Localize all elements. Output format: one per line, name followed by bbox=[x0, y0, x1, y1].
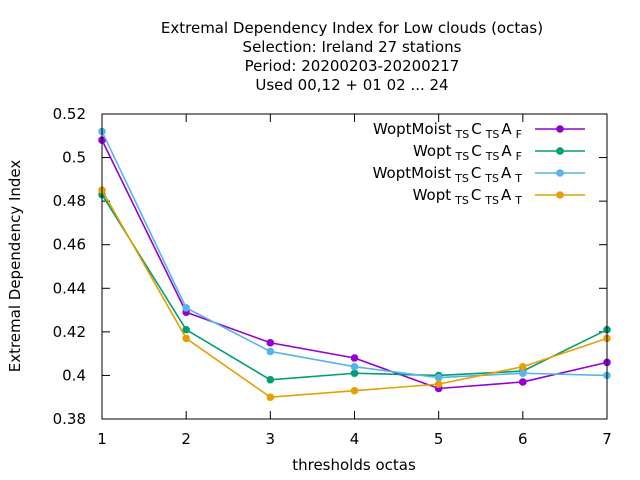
y-tick-label: 0.52 bbox=[53, 105, 86, 123]
axis-ticks: 0.38 0.4 0.42 0.44 0.46 0.48 0.5 0.52 1 2 3 4 5 6 7 bbox=[53, 105, 612, 448]
x-tick-label: 2 bbox=[181, 430, 191, 448]
legend-entry: Wopt TS C TS A T bbox=[413, 186, 585, 207]
legend-label: Wopt TS C TS A F bbox=[413, 142, 522, 163]
y-tick-label: 0.5 bbox=[62, 149, 86, 167]
data-point bbox=[350, 363, 359, 371]
data-point bbox=[266, 376, 274, 384]
data-point bbox=[266, 339, 274, 347]
title-line-3: Period: 20200203-20200217 bbox=[245, 57, 460, 75]
data-point bbox=[182, 304, 190, 312]
series-layer bbox=[98, 127, 611, 401]
legend-marker bbox=[556, 191, 564, 199]
y-tick-label: 0.42 bbox=[53, 323, 86, 341]
data-point bbox=[435, 374, 443, 382]
data-point bbox=[435, 380, 443, 388]
y-tick-label: 0.4 bbox=[62, 366, 86, 384]
data-point bbox=[519, 363, 527, 371]
y-tick-label: 0.44 bbox=[53, 279, 86, 297]
data-point bbox=[266, 393, 274, 401]
title-line-4: Used 00,12 + 01 02 ... 24 bbox=[255, 76, 448, 94]
x-tick-label: 6 bbox=[518, 430, 528, 448]
y-tick-label: 0.48 bbox=[53, 192, 86, 210]
data-point bbox=[350, 354, 359, 362]
legend-entry: Wopt TS C TS A F bbox=[413, 142, 585, 163]
y-tick-label: 0.38 bbox=[53, 410, 86, 428]
data-point bbox=[182, 334, 190, 342]
legend-label: WoptMoist TS C TS A T bbox=[373, 164, 523, 185]
data-point bbox=[519, 378, 527, 386]
x-axis-label: thresholds octas bbox=[292, 456, 416, 474]
series-1 bbox=[98, 136, 611, 393]
legend-entry: WoptMoist TS C TS A T bbox=[373, 164, 585, 185]
x-tick-label: 5 bbox=[434, 430, 444, 448]
legend-marker bbox=[556, 147, 564, 155]
legend-label: Wopt TS C TS A T bbox=[413, 186, 523, 207]
x-tick-label: 3 bbox=[266, 430, 276, 448]
title-line-2: Selection: Ireland 27 stations bbox=[243, 38, 462, 56]
title-line-1: Extremal Dependency Index for Low clouds… bbox=[161, 19, 543, 37]
data-point bbox=[350, 369, 359, 377]
data-point bbox=[182, 326, 190, 334]
y-axis-label: Extremal Dependency Index bbox=[6, 160, 24, 373]
x-tick-label: 7 bbox=[602, 430, 612, 448]
legend-label: WoptMoist TS C TS A F bbox=[373, 120, 522, 141]
data-point bbox=[350, 387, 359, 395]
data-point bbox=[266, 347, 274, 356]
legend-entry: WoptMoist TS C TS A F bbox=[373, 120, 585, 141]
legend-marker bbox=[556, 169, 564, 177]
x-tick-label: 4 bbox=[350, 430, 360, 448]
y-tick-label: 0.46 bbox=[53, 236, 86, 254]
plot-frame bbox=[101, 113, 608, 420]
chart-title: Extremal Dependency Index for Low clouds… bbox=[161, 19, 543, 94]
legend-marker bbox=[556, 125, 564, 133]
data-point bbox=[519, 369, 527, 377]
x-tick-label: 1 bbox=[97, 430, 107, 448]
